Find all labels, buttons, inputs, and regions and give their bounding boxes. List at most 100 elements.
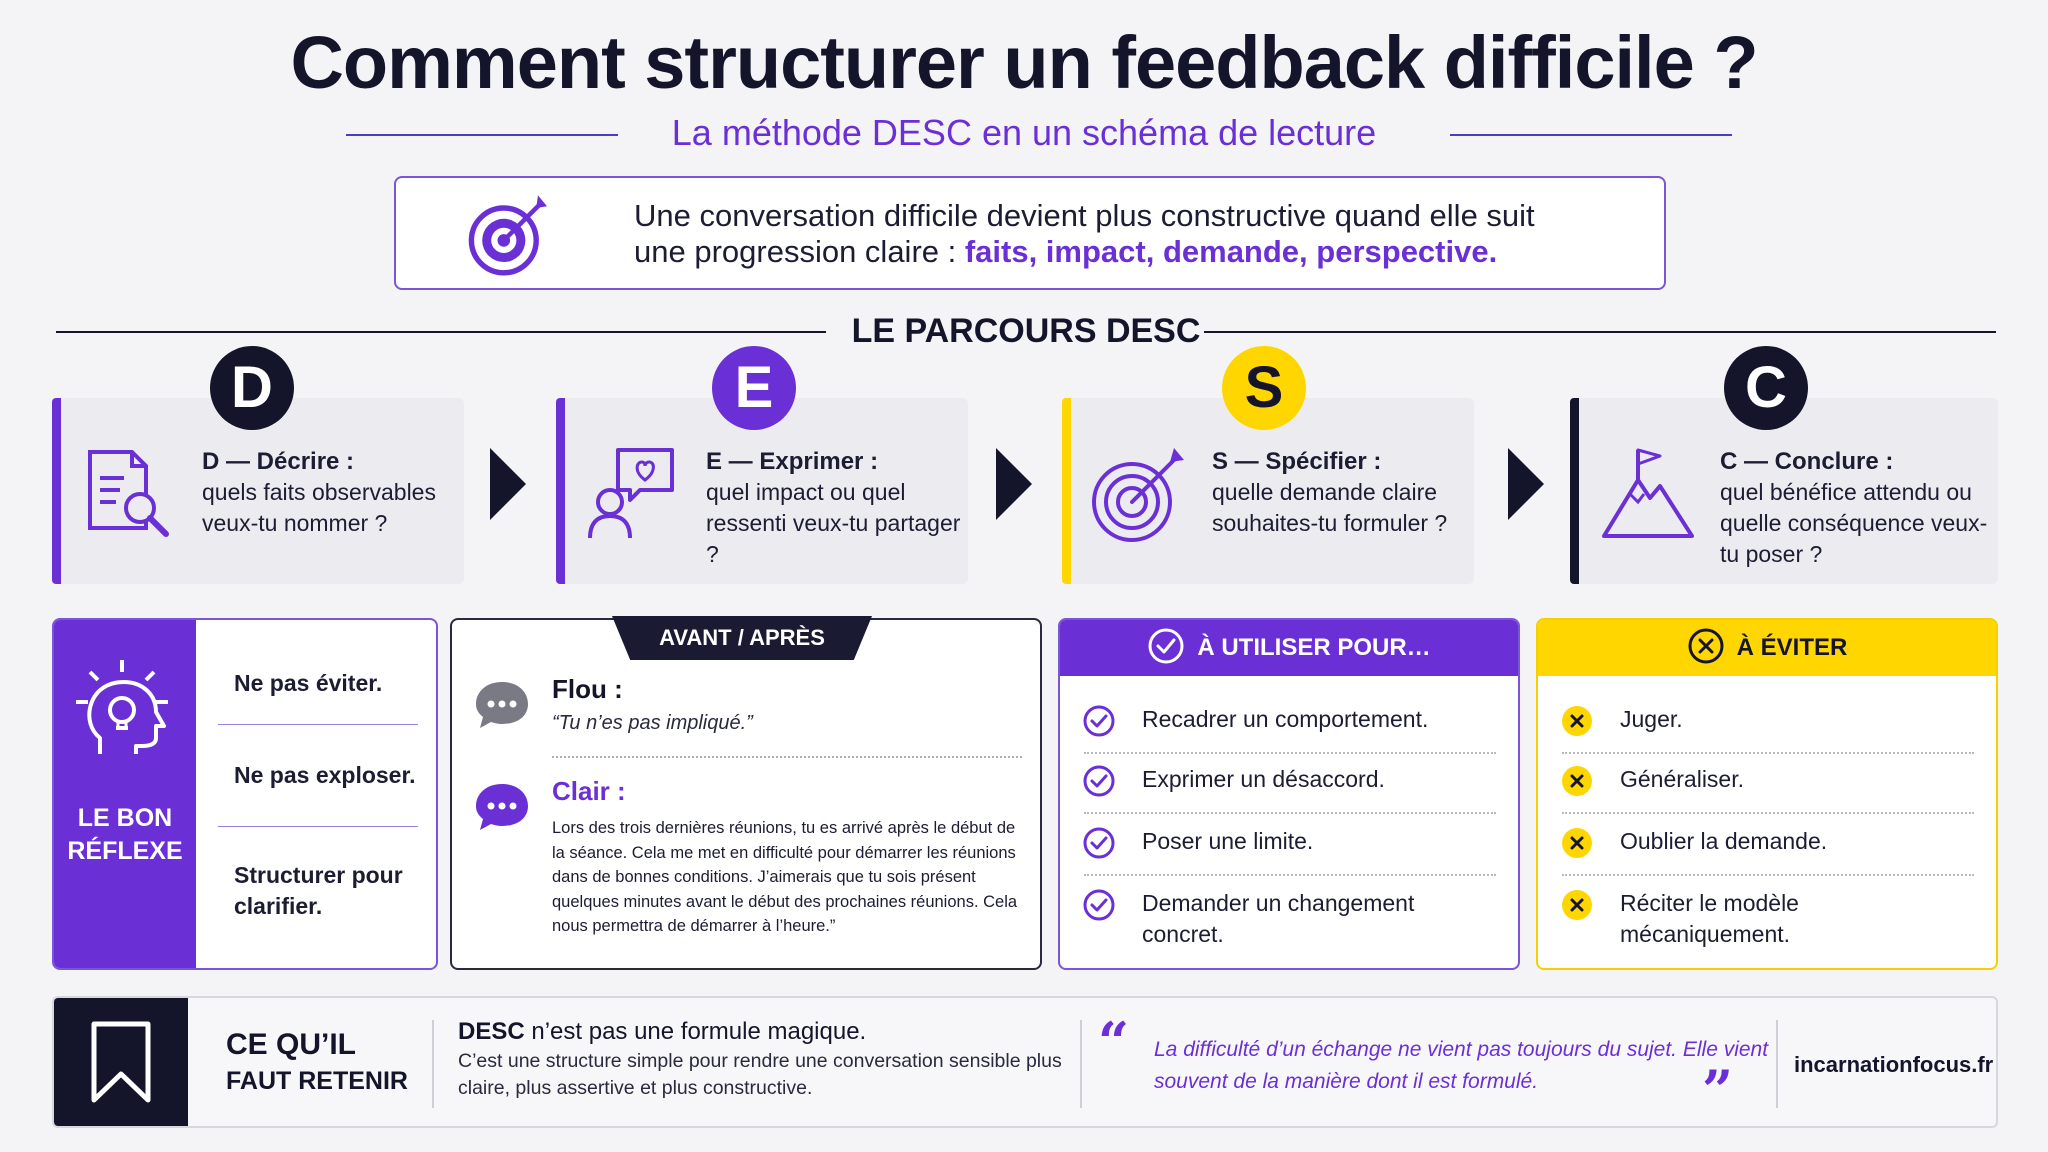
reflex-item: Ne pas exploser. xyxy=(234,762,416,788)
step-e-text: E — Exprimer : quel impact ou quel resse… xyxy=(706,446,966,570)
target-arrow-icon xyxy=(468,195,547,276)
check-circle-icon xyxy=(1148,628,1184,664)
person-heart-bubble-icon xyxy=(588,448,674,539)
step-d-text: D — Décrire : quels faits observables ve… xyxy=(202,446,462,539)
intro-line1: Une conversation difficile devient plus … xyxy=(634,198,1535,233)
avoid-divider xyxy=(1562,812,1974,814)
page-title: Comment structurer un feedback difficile… xyxy=(290,21,1758,104)
avoid-header: À ÉVITER xyxy=(1538,620,1996,676)
intro-box: Une conversation difficile devient plus … xyxy=(394,176,1666,290)
step-arrow-3 xyxy=(1508,448,1544,520)
subtitle-line-right xyxy=(1450,134,1732,136)
reflex-label: LE BON RÉFLEXE xyxy=(67,804,183,865)
use-title: À UTILISER POUR… xyxy=(1197,634,1431,661)
step-c-letter: C xyxy=(1724,346,1808,430)
use-divider xyxy=(1084,874,1496,876)
step-c-title: C — Conclure : xyxy=(1720,448,1894,475)
avant-apres-divider xyxy=(552,756,1022,758)
step-s-title: S — Spécifier : xyxy=(1212,448,1382,475)
step-e-body: quel impact ou quel ressenti veux-tu par… xyxy=(706,479,961,567)
check-circle-icon xyxy=(1083,765,1115,797)
reflex-separator xyxy=(218,826,418,827)
step-d-card: D — Décrire : quels faits observables ve… xyxy=(52,398,464,584)
reflex-panel: LE BON RÉFLEXE Ne pas éviter. Ne pas exp… xyxy=(52,618,438,970)
footer-retain-line1: CE QU’IL xyxy=(226,1028,357,1061)
clair-title: Clair : xyxy=(552,776,626,806)
step-e-accent xyxy=(556,398,565,584)
use-divider xyxy=(1084,812,1496,814)
footer-desc: DESC n’est pas une formule magique. C’es… xyxy=(458,1016,1078,1102)
step-c-card: C — Conclure : quel bénéfice attendu ou … xyxy=(1570,398,1998,584)
document-magnifier-icon xyxy=(88,450,169,537)
open-quote-icon: “ xyxy=(1098,1010,1130,1074)
reflex-item: Ne pas éviter. xyxy=(234,670,383,696)
parcours-title: LE PARCOURS DESC xyxy=(851,312,1201,350)
avoid-divider xyxy=(1562,752,1974,754)
use-divider xyxy=(1084,752,1496,754)
reflex-sidebar: LE BON RÉFLEXE xyxy=(54,620,196,968)
use-header: À UTILISER POUR… xyxy=(1060,620,1518,676)
footer-separator xyxy=(1776,1020,1778,1108)
footer-desc-heading: DESC n’est pas une formule magique. xyxy=(458,1016,1078,1048)
x-circle-icon xyxy=(1562,706,1592,736)
step-s-letter: S xyxy=(1222,346,1306,430)
close-quote-icon: ” xyxy=(1702,1058,1734,1122)
step-s-accent xyxy=(1062,398,1071,584)
speech-bubble-purple-icon xyxy=(476,784,528,830)
use-panel: À UTILISER POUR… Recadrer un comportemen… xyxy=(1058,618,1520,970)
avoid-panel: À ÉVITER Juger. Généraliser. Oublier la … xyxy=(1536,618,1998,970)
intro-text: Une conversation difficile devient plus … xyxy=(634,198,1634,270)
x-circle-icon xyxy=(1688,628,1724,664)
use-item: Poser une limite. xyxy=(1142,828,1314,854)
step-arrow-2 xyxy=(996,448,1032,520)
avant-apres-tab: AVANT / APRÈS xyxy=(612,616,872,660)
clair-text: Lors des trois dernières réunions, tu es… xyxy=(552,819,1018,935)
step-s-text: S — Spécifier : quelle demande claire so… xyxy=(1212,446,1472,539)
step-c-body: quel bénéfice attendu ou quelle conséque… xyxy=(1720,479,1988,567)
page-subtitle: La méthode DESC en un schéma de lecture xyxy=(671,112,1377,153)
subtitle-row: La méthode DESC en un schéma de lecture xyxy=(0,112,2048,162)
step-arrow-1 xyxy=(490,448,526,520)
footer-retain-heading: CE QU’IL FAUT RETENIR xyxy=(226,1026,446,1098)
footer-site: incarnationfocus.fr xyxy=(1794,1052,1994,1077)
bookmark-icon xyxy=(91,1021,151,1103)
footer-desc-rest: n’est pas une formule magique. xyxy=(524,1018,867,1045)
footer-desc-bold: DESC xyxy=(458,1018,525,1045)
parcours-line-left xyxy=(56,331,826,333)
mountain-flag-icon xyxy=(1602,448,1694,538)
step-d-letter: D xyxy=(210,346,294,430)
footer-separator xyxy=(1080,1020,1082,1108)
step-e-letter: E xyxy=(712,346,796,430)
parcours-header: LE PARCOURS DESC xyxy=(56,312,1996,352)
footer-desc-body: C’est une structure simple pour rendre u… xyxy=(458,1050,1062,1099)
check-circle-icon xyxy=(1083,827,1115,859)
check-circle-icon xyxy=(1083,889,1115,921)
reflex-item: Structurer pour clarifier. xyxy=(234,862,403,919)
use-item: Demander un changement concret. xyxy=(1142,890,1415,947)
step-s-body: quelle demande claire souhaites-tu formu… xyxy=(1212,479,1448,536)
footer-separator xyxy=(432,1020,434,1108)
step-e-title: E — Exprimer : xyxy=(706,448,879,475)
flou-title: Flou : xyxy=(552,674,623,704)
intro-highlight: faits, impact, demande, perspective. xyxy=(964,234,1498,269)
step-c-accent xyxy=(1570,398,1579,584)
avant-apres-panel: AVANT / APRÈS Flou : “Tu n’es pas impliq… xyxy=(450,616,1042,970)
step-d-body: quels faits observables veux-tu nommer ? xyxy=(202,479,436,536)
use-item: Recadrer un comportement. xyxy=(1142,706,1429,732)
avoid-item: Juger. xyxy=(1620,706,1683,732)
x-circle-icon xyxy=(1562,890,1592,920)
speech-bubble-gray-icon xyxy=(476,682,528,728)
head-lightbulb-icon xyxy=(76,660,168,754)
step-d-accent xyxy=(52,398,61,584)
footer-quote: La difficulté d’un échange ne vient pas … xyxy=(1154,1038,1769,1093)
avoid-item: Généraliser. xyxy=(1620,766,1745,792)
footer-retain-line2: FAUT RETENIR xyxy=(226,1067,408,1095)
reflex-separator xyxy=(218,724,418,725)
x-circle-icon xyxy=(1562,828,1592,858)
step-c-text: C — Conclure : quel bénéfice attendu ou … xyxy=(1720,446,1990,570)
subtitle-line-left xyxy=(346,134,618,136)
intro-line2-prefix: une progression claire : xyxy=(634,234,965,269)
target-arrow-icon xyxy=(1092,448,1184,542)
avoid-divider xyxy=(1562,874,1974,876)
avoid-item: Oublier la demande. xyxy=(1620,828,1828,854)
